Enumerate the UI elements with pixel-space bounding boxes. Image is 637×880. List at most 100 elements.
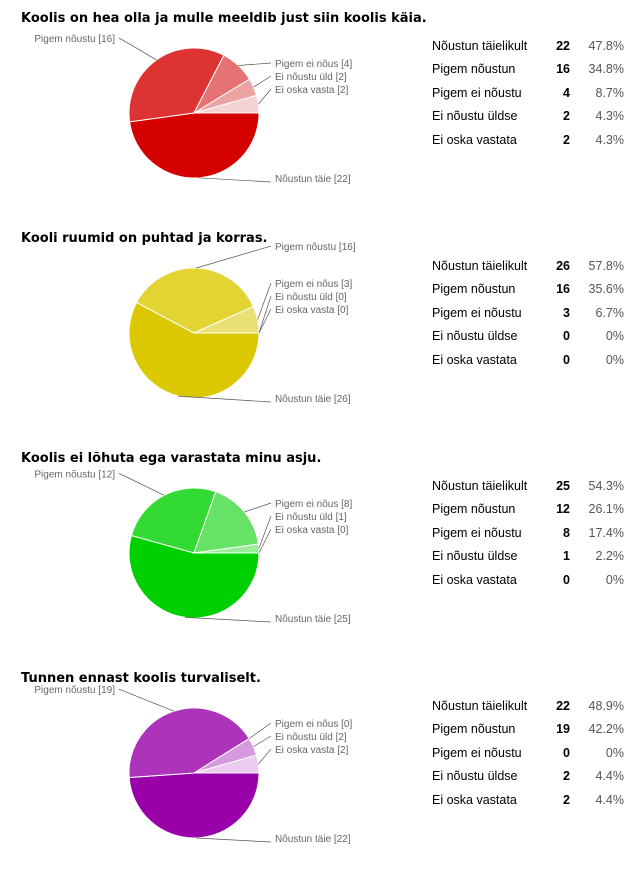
answer-count: 0 <box>563 572 570 587</box>
answer-count: 12 <box>556 502 570 517</box>
answer-label: Nõustun täielikult <box>432 258 528 273</box>
stats-table: Nõustun täielikult 22 48.9% Pigem nõustun 1… <box>426 694 624 812</box>
pie-label-fully-agree: Nõustun täie [26] <box>275 394 351 405</box>
stats-row: Ei oska vastata 0 0% <box>426 568 624 592</box>
answer-label: Ei oska vastata <box>432 572 517 587</box>
pie-slice-somewhat-disagree <box>193 491 259 554</box>
answer-percent: 54.3% <box>588 478 624 493</box>
pie-leader-line <box>253 75 272 88</box>
stats-row: Nõustun täielikult 22 47.8% <box>426 34 624 58</box>
answer-label: Ei oska vastata <box>432 132 517 147</box>
stats-row: Ei nõustu üldse 1 2.2% <box>426 545 624 569</box>
question-block-4: Tunnen ennast koolis turvaliselt. Nõustu… <box>0 660 637 880</box>
pie-label-somewhat-agree: Pigem nõustu [19] <box>34 685 115 696</box>
answer-label: Pigem nõustun <box>432 62 516 77</box>
answer-count: 2 <box>563 792 570 807</box>
pie-label-somewhat-agree: Pigem nõustu [16] <box>275 242 356 253</box>
pie-leader-line <box>196 837 272 843</box>
answer-label: Ei nõustu üldse <box>432 549 518 564</box>
stats-row: Pigem ei nõustu 4 8.7% <box>426 81 624 105</box>
answer-label: Pigem ei nõustu <box>432 305 522 320</box>
question-title: Tunnen ennast koolis turvaliselt. <box>21 671 261 686</box>
answer-percent: 0% <box>605 329 624 344</box>
pie-label-fully-agree: Nõustun täie [22] <box>275 174 351 185</box>
stats-row: Pigem nõustun 16 35.6% <box>426 278 624 302</box>
pie-slice-somewhat-agree <box>128 707 250 779</box>
answer-count: 0 <box>563 352 570 367</box>
answer-label: Ei oska vastata <box>432 792 517 807</box>
pie-label-somewhat-disagree: Pigem ei nõus [3] <box>275 279 352 290</box>
answer-percent: 42.2% <box>588 722 624 737</box>
question-title: Kooli ruumid on puhtad ja korras. <box>21 231 268 246</box>
pie-label-somewhat-disagree: Pigem ei nõus [0] <box>275 719 352 730</box>
pie-slice-somewhat-agree <box>135 267 255 334</box>
pie-labels: Nõustun täie [22] Pigem nõustu [19] Pigem … <box>34 685 352 845</box>
answer-label: Pigem nõustun <box>432 502 516 517</box>
pie-labels: Nõustun täie [22] Pigem nõustu [16] Pigem … <box>34 34 352 185</box>
answer-count: 2 <box>563 769 570 784</box>
answer-count: 22 <box>556 698 570 713</box>
stats-table: Nõustun täielikult 25 54.3% Pigem nõustun 1… <box>426 474 624 592</box>
pie-leader-line <box>118 37 157 61</box>
answer-label: Nõustun täielikult <box>432 478 528 493</box>
answer-label: Ei oska vastata <box>432 352 517 367</box>
pie-label-dont-know: Ei oska vasta [0] <box>275 525 349 536</box>
pie-chart: Nõustun täie [25] Pigem nõustu [12] Pigem … <box>34 469 352 625</box>
pie-labels: Nõustun täie [25] Pigem nõustu [12] Pigem … <box>34 469 352 625</box>
stats-row: Ei nõustu üldse 0 0% <box>426 325 624 349</box>
answer-label: Pigem ei nõustu <box>432 745 522 760</box>
stats-row: Ei nõustu üldse 2 4.3% <box>426 105 624 129</box>
answer-percent: 4.4% <box>595 792 625 807</box>
pie-label-dont-know: Ei oska vasta [0] <box>275 305 349 316</box>
answer-percent: 4.4% <box>595 769 625 784</box>
answer-label: Ei nõustu üldse <box>432 769 518 784</box>
pie-leader-line <box>258 295 272 334</box>
pie-label-disagree: Ei nõustu üld [2] <box>275 72 347 83</box>
pie-leader-line <box>258 308 272 334</box>
answer-count: 0 <box>563 329 570 344</box>
stats-row: Pigem ei nõustu 3 6.7% <box>426 301 624 325</box>
answer-count: 16 <box>556 282 570 297</box>
pie-leader-line <box>178 395 272 403</box>
pie-leader-line <box>185 617 272 623</box>
pie-label-disagree: Ei nõustu üld [2] <box>275 732 347 743</box>
answer-count: 26 <box>556 258 570 273</box>
pie-chart: Nõustun täie [22] Pigem nõustu [16] Pigem … <box>34 34 352 185</box>
pie-leader-line <box>258 515 272 549</box>
answer-percent: 4.3% <box>595 109 625 124</box>
question-block-2: Kooli ruumid on puhtad ja korras. Nõustu… <box>0 220 637 440</box>
answer-percent: 26.1% <box>588 502 624 517</box>
answer-label: Ei nõustu üldse <box>432 109 518 124</box>
pie-leader-line <box>248 722 272 739</box>
stats-row: Nõustun täielikult 26 57.8% <box>426 254 624 278</box>
pie-slices <box>128 707 260 839</box>
pie-label-somewhat-disagree: Pigem ei nõus [8] <box>275 499 352 510</box>
answer-percent: 2.2% <box>595 549 625 564</box>
pie-slice-fully-agree <box>129 112 260 179</box>
answer-count: 3 <box>563 305 570 320</box>
stats-table: Nõustun täielikult 26 57.8% Pigem nõustun 1… <box>426 254 624 372</box>
answer-label: Nõustun täielikult <box>432 698 528 713</box>
answer-percent: 6.7% <box>595 305 625 320</box>
answer-percent: 8.7% <box>595 85 625 100</box>
pie-label-disagree: Ei nõustu üld [1] <box>275 512 347 523</box>
pie-leader-line <box>238 62 272 66</box>
stats-row: Pigem nõustun 12 26.1% <box>426 498 624 522</box>
pie-label-somewhat-agree: Pigem nõustu [16] <box>34 34 115 45</box>
pie-slice-fully-agree <box>128 301 260 399</box>
pie-slice-somewhat-agree <box>128 47 225 123</box>
answer-count: 0 <box>563 745 570 760</box>
stats-row: Pigem nõustun 16 34.8% <box>426 58 624 82</box>
answer-count: 16 <box>556 62 570 77</box>
pie-leader-line <box>253 735 272 747</box>
answer-count: 2 <box>563 132 570 147</box>
pie-label-dont-know: Ei oska vasta [2] <box>275 85 349 96</box>
answer-label: Ei nõustu üldse <box>432 329 518 344</box>
stats-row: Nõustun täielikult 25 54.3% <box>426 474 624 498</box>
pie-slices <box>128 267 260 399</box>
answer-percent: 48.9% <box>588 698 624 713</box>
answer-count: 8 <box>563 525 570 540</box>
stats-row: Pigem nõustun 19 42.2% <box>426 718 624 742</box>
answer-label: Pigem nõustun <box>432 282 516 297</box>
question-title: Koolis on hea olla ja mulle meeldib just… <box>21 11 427 26</box>
